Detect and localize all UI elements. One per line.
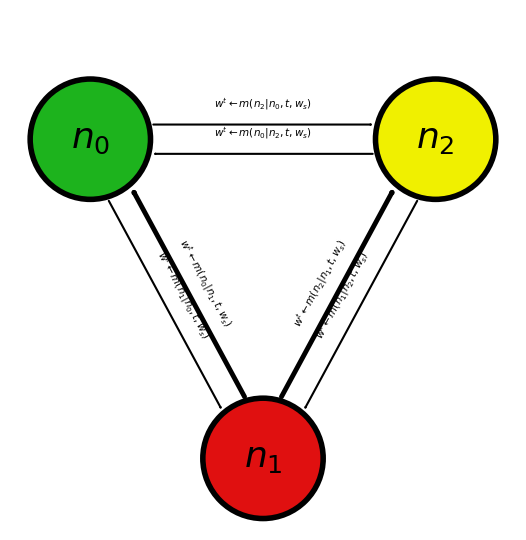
Circle shape — [203, 398, 323, 518]
Text: $w^t \leftarrow m(n_1|n_2, t, w_s)$: $w^t \leftarrow m(n_1|n_2, t, w_s)$ — [312, 248, 372, 342]
Text: $w^t \leftarrow m(n_0|n_2, t, w_s)$: $w^t \leftarrow m(n_0|n_2, t, w_s)$ — [214, 125, 312, 141]
Text: $n_1$: $n_1$ — [244, 441, 282, 475]
Text: $w^t \leftarrow m(n_1|n_0, t, w_s)$: $w^t \leftarrow m(n_1|n_0, t, w_s)$ — [154, 248, 214, 342]
Text: $w^t \leftarrow m(n_2|n_0, t, w_s)$: $w^t \leftarrow m(n_2|n_0, t, w_s)$ — [214, 96, 312, 112]
Text: $n_0$: $n_0$ — [70, 122, 110, 156]
Text: $w^t \leftarrow m(n_2|n_1, t, w_s)$: $w^t \leftarrow m(n_2|n_1, t, w_s)$ — [290, 237, 350, 330]
Text: $w^t \leftarrow m(n_0|n_1, t, w_s)$: $w^t \leftarrow m(n_0|n_1, t, w_s)$ — [176, 237, 236, 330]
Circle shape — [30, 79, 150, 199]
Circle shape — [376, 79, 496, 199]
Text: $n_2$: $n_2$ — [417, 122, 455, 156]
